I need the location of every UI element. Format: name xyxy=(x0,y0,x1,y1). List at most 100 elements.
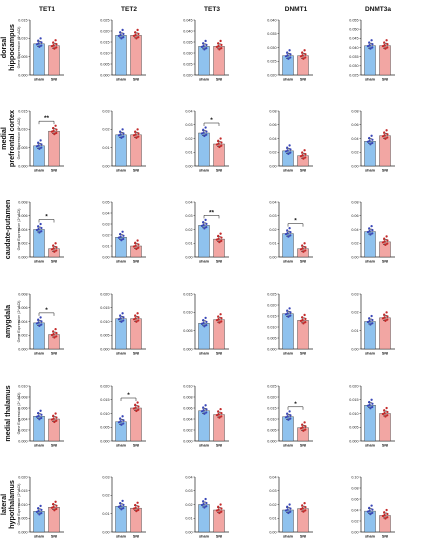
data-point xyxy=(386,242,389,245)
significance-marker: ** xyxy=(44,115,50,122)
data-point xyxy=(55,331,58,335)
y-tick-label: 0.005 xyxy=(267,336,276,340)
gene-header-tet2: TET2 xyxy=(121,6,137,13)
significance-marker: ** xyxy=(209,209,215,216)
panel-1-1: 0.00 0.01 0.02 0.03 sham SNI xyxy=(102,109,146,173)
y-tick-label: 0.000 xyxy=(18,255,27,259)
data-point xyxy=(304,56,307,59)
data-point xyxy=(289,510,292,513)
data-point xyxy=(386,315,389,318)
data-point xyxy=(289,314,292,317)
data-point xyxy=(371,228,374,232)
data-point xyxy=(37,227,40,231)
data-point xyxy=(287,511,290,515)
data-point xyxy=(38,418,41,421)
data-point xyxy=(303,421,306,424)
data-point xyxy=(136,239,139,242)
data-point xyxy=(40,143,43,146)
bar-sham xyxy=(115,134,127,167)
data-point xyxy=(386,136,389,139)
x-tick-label: sham xyxy=(34,535,45,539)
data-point xyxy=(368,506,371,510)
panel-0-1: 0.000 0.005 0.010 0.015 0.020 0.025 sham SNI xyxy=(100,18,146,82)
x-tick-label: SNI xyxy=(382,260,388,264)
region-label-line: hypothalamus xyxy=(7,480,16,529)
y-tick-label: 0.002 xyxy=(18,242,27,246)
data-point xyxy=(385,129,388,132)
y-tick-label: 0.08 xyxy=(351,109,358,113)
data-point xyxy=(368,44,371,47)
panel-1-3: 0.00 0.02 0.04 0.06 0.08 sham SNI xyxy=(269,109,313,173)
y-tick-label: 0.002 xyxy=(18,428,27,432)
y-tick-label: 0.08 xyxy=(351,200,358,204)
y-tick-label: 0.08 xyxy=(269,109,276,113)
data-point xyxy=(371,322,374,325)
data-point xyxy=(368,227,371,230)
y-tick-label: 0.00 xyxy=(185,255,192,259)
data-point xyxy=(204,218,207,222)
data-point xyxy=(383,511,386,514)
panel-3-4: 0.00 0.01 0.02 0.03 sham SNI xyxy=(351,292,395,356)
data-point xyxy=(287,315,290,318)
y-tick-label: 0.000 xyxy=(267,439,276,443)
x-tick-label: SNI xyxy=(216,535,222,539)
y-tick-label: 0.02 xyxy=(351,151,358,155)
data-point xyxy=(302,429,305,432)
x-tick-label: SNI xyxy=(51,169,57,173)
data-point xyxy=(287,152,290,155)
data-point xyxy=(302,250,305,253)
data-point xyxy=(55,504,58,507)
data-point xyxy=(38,324,41,327)
data-point xyxy=(203,48,206,51)
panel-3-3: 0.000 0.005 0.010 0.015 0.020 0.025 sham SNI xyxy=(267,292,313,356)
region-label-line: medial xyxy=(0,127,8,150)
data-point xyxy=(202,221,205,224)
x-tick-label: SNI xyxy=(51,260,57,264)
data-point xyxy=(288,227,291,230)
data-point xyxy=(369,143,372,146)
data-point xyxy=(386,239,389,242)
x-tick-label: SNI xyxy=(216,78,222,82)
significance-marker: * xyxy=(210,117,213,124)
y-tick-label: 0.010 xyxy=(100,320,109,324)
data-point xyxy=(53,47,56,50)
data-point xyxy=(52,126,55,130)
x-tick-label: sham xyxy=(116,260,127,264)
data-point xyxy=(203,325,206,328)
significance-bracket xyxy=(38,312,55,316)
y-tick-label: 0.03 xyxy=(269,489,276,493)
data-point xyxy=(134,130,137,133)
x-tick-label: SNI xyxy=(51,444,57,448)
data-point xyxy=(205,133,208,136)
data-point xyxy=(383,316,386,319)
significance-marker: * xyxy=(45,307,48,314)
data-point xyxy=(137,32,140,36)
y-axis-title: Gene Expression (2^-ΔCt) xyxy=(17,209,21,251)
y-tick-label: 0.04 xyxy=(351,137,358,141)
y-tick-label: 0.01 xyxy=(269,517,276,521)
x-tick-label: sham xyxy=(365,444,376,448)
y-tick-label: 0.010 xyxy=(183,311,192,315)
data-point xyxy=(217,318,220,321)
region-label-5: lateral hypothalamus xyxy=(0,480,16,529)
data-point xyxy=(37,411,40,415)
panel-2-4: 0.00 0.02 0.04 0.06 0.08 sham SNI xyxy=(351,200,395,264)
x-tick-label: sham xyxy=(34,352,45,356)
data-point xyxy=(119,504,122,507)
data-point xyxy=(301,426,304,429)
y-tick-label: 0.06 xyxy=(351,214,358,218)
data-point xyxy=(52,44,55,47)
y-tick-label: 0.01 xyxy=(102,146,109,150)
x-tick-label: sham xyxy=(199,78,210,82)
y-tick-label: 0.025 xyxy=(183,62,192,66)
data-point xyxy=(369,323,372,326)
data-point xyxy=(386,46,389,49)
y-tick-label: 0.00 xyxy=(102,255,109,259)
data-point xyxy=(134,31,137,34)
bar-sham xyxy=(198,225,210,258)
y-tick-label: 0.06 xyxy=(351,497,358,501)
y-tick-label: 0.03 xyxy=(102,475,109,479)
data-point xyxy=(137,316,140,319)
region-label-4: medial thalamus xyxy=(3,385,12,441)
data-point xyxy=(220,47,223,50)
